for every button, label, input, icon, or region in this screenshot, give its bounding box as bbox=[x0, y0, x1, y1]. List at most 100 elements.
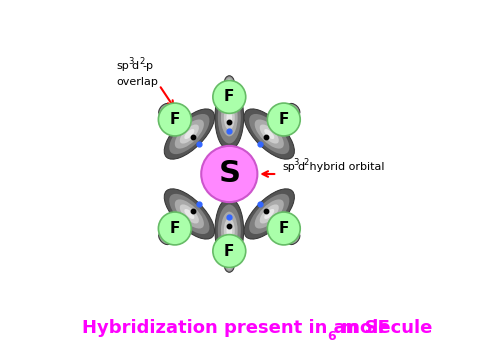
Ellipse shape bbox=[159, 232, 172, 245]
Ellipse shape bbox=[228, 263, 230, 266]
Text: d: d bbox=[132, 61, 139, 71]
Ellipse shape bbox=[169, 194, 209, 234]
Text: F: F bbox=[224, 89, 234, 104]
Ellipse shape bbox=[169, 114, 209, 154]
Ellipse shape bbox=[234, 152, 251, 169]
Ellipse shape bbox=[291, 108, 296, 112]
Ellipse shape bbox=[255, 119, 284, 149]
Ellipse shape bbox=[249, 114, 289, 154]
Circle shape bbox=[158, 103, 191, 136]
Text: sp: sp bbox=[116, 61, 129, 71]
Ellipse shape bbox=[287, 103, 300, 116]
Ellipse shape bbox=[226, 187, 233, 199]
Text: molecule: molecule bbox=[335, 319, 432, 337]
Ellipse shape bbox=[175, 119, 204, 149]
Ellipse shape bbox=[163, 236, 168, 240]
Text: F: F bbox=[278, 221, 289, 236]
Ellipse shape bbox=[225, 259, 233, 271]
Text: d: d bbox=[297, 162, 304, 172]
Ellipse shape bbox=[213, 184, 219, 191]
Text: F: F bbox=[224, 244, 234, 259]
Circle shape bbox=[267, 103, 300, 136]
Ellipse shape bbox=[288, 105, 298, 115]
Ellipse shape bbox=[209, 180, 223, 194]
Ellipse shape bbox=[260, 204, 279, 223]
Ellipse shape bbox=[264, 129, 274, 139]
Ellipse shape bbox=[184, 129, 194, 139]
Ellipse shape bbox=[241, 185, 244, 189]
Ellipse shape bbox=[223, 183, 236, 203]
Ellipse shape bbox=[223, 145, 236, 165]
Circle shape bbox=[213, 235, 246, 268]
Ellipse shape bbox=[236, 154, 250, 168]
Ellipse shape bbox=[207, 152, 225, 169]
Ellipse shape bbox=[290, 235, 297, 242]
Ellipse shape bbox=[164, 109, 166, 111]
Circle shape bbox=[158, 212, 191, 245]
Ellipse shape bbox=[161, 235, 169, 242]
Ellipse shape bbox=[224, 76, 234, 91]
Ellipse shape bbox=[213, 157, 219, 164]
Ellipse shape bbox=[239, 157, 246, 164]
Text: -p: -p bbox=[142, 61, 153, 71]
Ellipse shape bbox=[215, 85, 243, 150]
Text: hybrid orbital: hybrid orbital bbox=[306, 162, 384, 172]
Ellipse shape bbox=[238, 156, 248, 166]
Ellipse shape bbox=[214, 159, 218, 163]
Ellipse shape bbox=[180, 204, 199, 223]
Ellipse shape bbox=[226, 111, 232, 124]
Ellipse shape bbox=[163, 108, 168, 112]
Ellipse shape bbox=[211, 182, 221, 192]
Ellipse shape bbox=[260, 125, 279, 144]
Ellipse shape bbox=[239, 184, 246, 191]
Ellipse shape bbox=[184, 209, 194, 219]
Text: F: F bbox=[278, 112, 289, 127]
Ellipse shape bbox=[241, 159, 244, 163]
Ellipse shape bbox=[224, 147, 235, 163]
Text: F: F bbox=[170, 112, 180, 127]
Ellipse shape bbox=[227, 262, 231, 268]
Circle shape bbox=[267, 212, 300, 245]
Ellipse shape bbox=[228, 191, 231, 195]
Ellipse shape bbox=[226, 79, 232, 88]
Ellipse shape bbox=[226, 224, 232, 237]
Text: Hybridization present in an SF: Hybridization present in an SF bbox=[82, 319, 390, 337]
Ellipse shape bbox=[211, 156, 221, 166]
Ellipse shape bbox=[244, 109, 295, 159]
Ellipse shape bbox=[255, 199, 284, 229]
Ellipse shape bbox=[221, 98, 238, 136]
Ellipse shape bbox=[214, 185, 218, 189]
Ellipse shape bbox=[160, 105, 170, 115]
Ellipse shape bbox=[236, 180, 250, 194]
Ellipse shape bbox=[218, 92, 241, 143]
Ellipse shape bbox=[228, 153, 231, 157]
Circle shape bbox=[213, 80, 246, 113]
Circle shape bbox=[201, 146, 258, 202]
Ellipse shape bbox=[226, 149, 233, 161]
Ellipse shape bbox=[226, 189, 232, 197]
Ellipse shape bbox=[224, 218, 235, 243]
Ellipse shape bbox=[180, 125, 199, 144]
Ellipse shape bbox=[287, 232, 300, 245]
Ellipse shape bbox=[218, 205, 241, 256]
Ellipse shape bbox=[244, 189, 295, 239]
Ellipse shape bbox=[264, 209, 274, 219]
Text: 3: 3 bbox=[294, 158, 299, 167]
Ellipse shape bbox=[161, 106, 169, 113]
Ellipse shape bbox=[207, 179, 225, 196]
Ellipse shape bbox=[159, 103, 172, 116]
Ellipse shape bbox=[227, 80, 231, 86]
Ellipse shape bbox=[291, 236, 296, 240]
Ellipse shape bbox=[160, 233, 170, 243]
Ellipse shape bbox=[164, 189, 214, 239]
Text: sp: sp bbox=[282, 162, 295, 172]
Ellipse shape bbox=[164, 109, 214, 159]
Ellipse shape bbox=[224, 257, 234, 272]
Text: F: F bbox=[170, 221, 180, 236]
Ellipse shape bbox=[226, 260, 232, 269]
Ellipse shape bbox=[228, 82, 230, 85]
Ellipse shape bbox=[175, 199, 204, 229]
Text: 2: 2 bbox=[139, 57, 145, 66]
Ellipse shape bbox=[225, 77, 233, 89]
Ellipse shape bbox=[288, 233, 298, 243]
